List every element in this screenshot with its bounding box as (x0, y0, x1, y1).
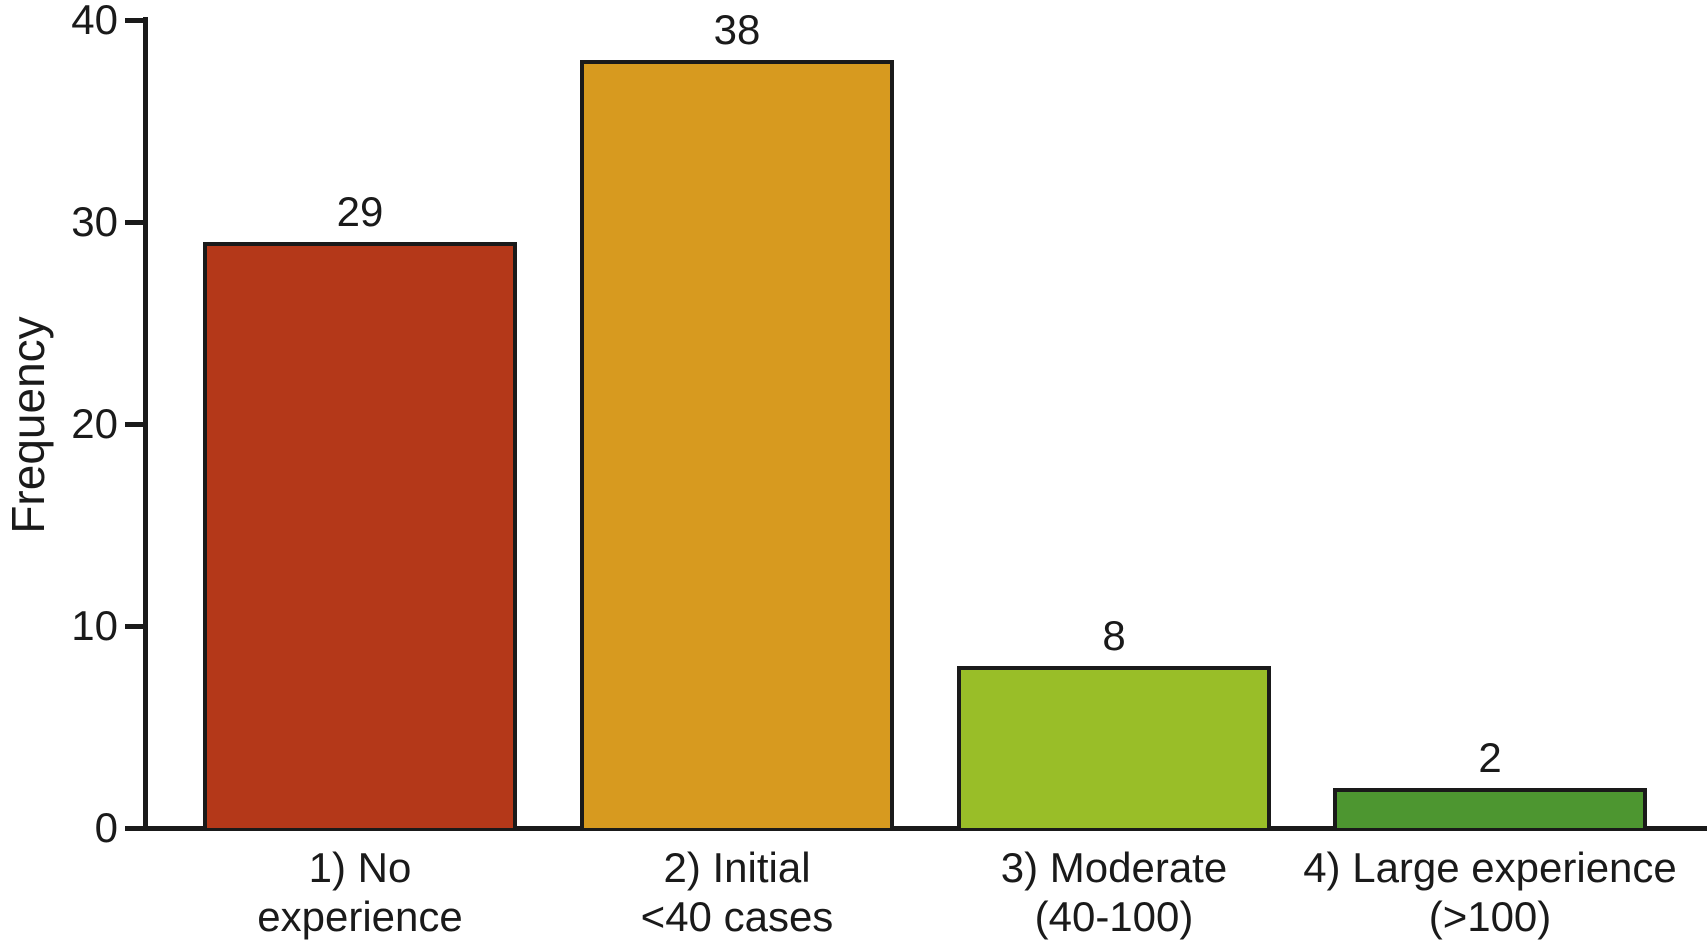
y-axis-line (143, 17, 148, 831)
y-tick-label: 20 (71, 400, 118, 447)
x-category-label: 1) No experience (257, 844, 463, 940)
x-category-label: 4) Large experience (>100) (1303, 844, 1677, 940)
bar-value-label: 8 (1102, 612, 1126, 660)
x-category-label: 2) Initial <40 cases (640, 844, 834, 940)
bar-value-label: 38 (713, 6, 761, 54)
y-tick-mark (125, 17, 145, 23)
x-axis-line (125, 826, 1707, 831)
bar (203, 242, 517, 828)
y-tick-mark (125, 421, 145, 427)
y-tick-label: 10 (71, 602, 118, 649)
y-tick-mark (125, 623, 145, 629)
y-tick-label: 30 (71, 198, 118, 245)
y-tick-label: 0 (94, 804, 118, 851)
y-tick-label: 40 (71, 0, 118, 43)
bar-value-label: 29 (336, 188, 384, 236)
bar-value-label: 2 (1478, 733, 1502, 781)
y-tick-mark (125, 219, 145, 225)
x-category-label: 3) Moderate (40-100) (1000, 844, 1228, 940)
bar (957, 666, 1271, 828)
bar (1333, 787, 1647, 828)
bar (580, 60, 894, 828)
